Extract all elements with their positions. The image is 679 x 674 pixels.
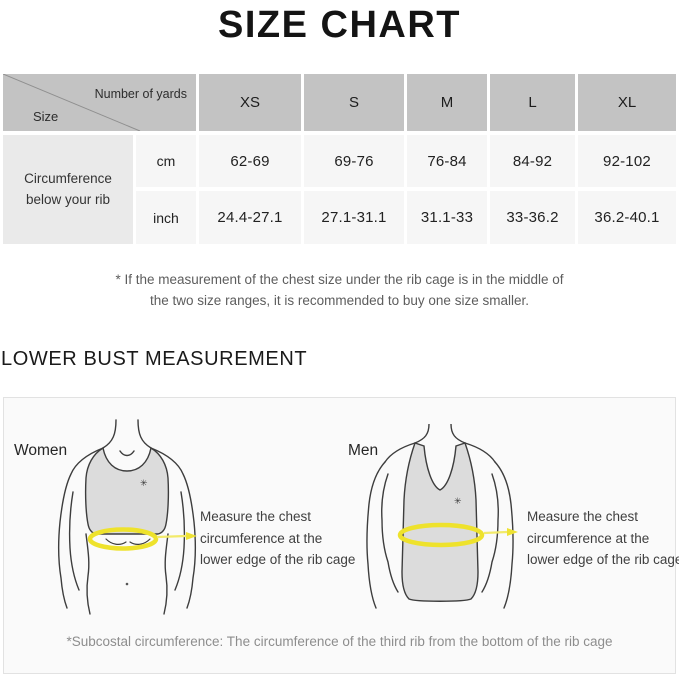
value-inch-l: 33-36.2 [490, 191, 575, 244]
size-table: Number of yards Size XS S M L XL Circumf… [3, 74, 676, 244]
section-heading: LOWER BUST MEASUREMENT [1, 348, 308, 370]
row-label-circumference: Circumference below your rib [3, 135, 133, 244]
value-cm-l: 84-92 [490, 135, 575, 187]
brand-logo-icon: ✳ [454, 496, 462, 506]
measure-ellipse [397, 522, 485, 548]
annotation-line: Measure the chest [527, 509, 639, 524]
size-header-xs: XS [199, 74, 301, 131]
page-title: SIZE CHART [218, 4, 461, 46]
value-cm-m: 76-84 [407, 135, 487, 187]
unit-cell-inch: inch [136, 191, 196, 244]
size-note-line1: * If the measurement of the chest size u… [115, 272, 564, 287]
men-annotation: Measure the chest circumference at the l… [527, 506, 679, 571]
size-header-s: S [304, 74, 404, 131]
value-cm-xs: 62-69 [199, 135, 301, 187]
measure-arrow [156, 532, 197, 540]
unit-cell-cm: cm [136, 135, 196, 187]
value-inch-xs: 24.4-27.1 [199, 191, 301, 244]
annotation-line: circumference at the [527, 530, 650, 546]
men-label: Men [348, 442, 379, 459]
value-inch-m: 31.1-33 [407, 191, 487, 244]
value-cm-s: 69-76 [304, 135, 404, 187]
size-header-l: L [490, 74, 575, 131]
diagonal-divider [3, 74, 141, 131]
measurement-figure-box: Women Men ✳ [3, 397, 679, 674]
men-garment [401, 442, 479, 602]
value-cm-xl: 92-102 [578, 135, 676, 187]
women-label: Women [14, 442, 68, 459]
women-garment [84, 446, 170, 535]
brand-logo-icon: ✳ [140, 478, 148, 488]
size-header-xl: XL [578, 74, 676, 131]
women-annotation: Measure the chest circumference at the l… [200, 506, 355, 571]
annotation-line: lower edge of the rib cage [527, 552, 679, 567]
men-figure-illustration: ✳ [366, 424, 518, 609]
measure-ellipse [87, 527, 159, 551]
women-figure-illustration: ✳ [57, 419, 197, 615]
size-note: * If the measurement of the chest size u… [0, 269, 679, 311]
size-note-line2: the two size ranges, it is recommended t… [150, 293, 529, 308]
corner-bottom-label: Size [33, 109, 59, 124]
corner-top-label: Number of yards [94, 87, 187, 101]
table-corner-cell: Number of yards Size [3, 74, 196, 131]
measure-arrow [483, 528, 518, 536]
size-header-m: M [407, 74, 487, 131]
annotation-line: Measure the chest [200, 509, 312, 524]
value-inch-s: 27.1-31.1 [304, 191, 404, 244]
value-inch-xl: 36.2-40.1 [578, 191, 676, 244]
annotation-line: circumference at the [200, 530, 323, 546]
subcostal-footnote: *Subcostal circumference: The circumfere… [66, 634, 613, 649]
annotation-line: lower edge of the rib cage [200, 552, 356, 567]
